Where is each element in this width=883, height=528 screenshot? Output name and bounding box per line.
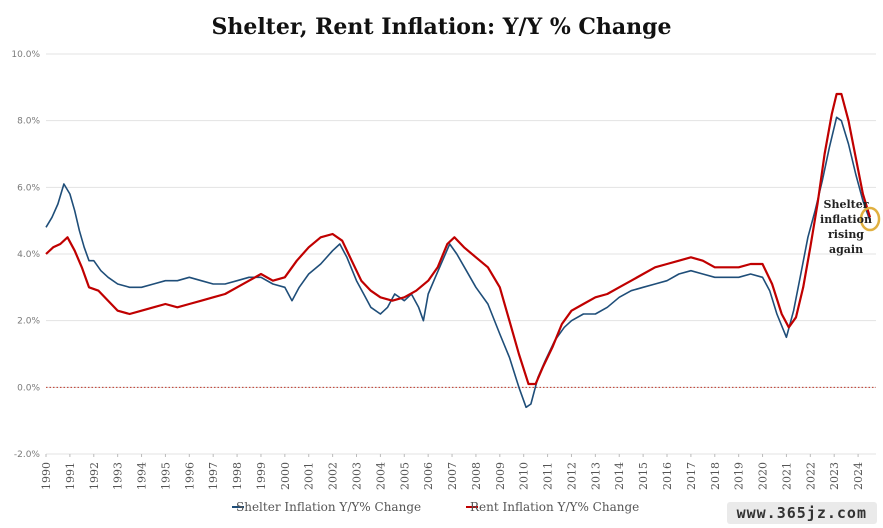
x-tick-label: 1999 <box>255 462 268 490</box>
x-tick-label: 2016 <box>661 462 674 490</box>
y-tick-label: 10.0% <box>11 50 40 60</box>
annotation-line: rising <box>828 228 864 241</box>
x-tick-label: 2003 <box>351 462 364 490</box>
x-tick-label: 2021 <box>780 462 793 490</box>
series-line-rent <box>45 92 872 386</box>
x-tick-label: 2017 <box>685 462 698 490</box>
y-tick-label: 0.0% <box>17 383 40 393</box>
y-tick-label: 8.0% <box>17 117 40 127</box>
x-tick-label: 1995 <box>159 462 172 490</box>
chart-title: Shelter, Rent Inflation: Y/Y % Change <box>211 14 672 40</box>
x-tick-label: 1992 <box>88 462 101 490</box>
grid <box>46 53 876 455</box>
highlight-circle <box>859 206 881 232</box>
x-tick-label: 1996 <box>183 462 196 490</box>
x-tick-label: 1990 <box>40 462 53 490</box>
y-tick-label: -2.0% <box>14 450 41 460</box>
x-tick-label: 2012 <box>565 462 578 490</box>
x-tick-label: 2005 <box>398 462 411 490</box>
x-tick-label: 2014 <box>613 462 626 490</box>
y-tick-label: 6.0% <box>17 183 40 193</box>
x-tick-label: 2019 <box>733 462 746 490</box>
x-tick-label: 1997 <box>207 462 220 490</box>
annotation: Shelter inflation rising again <box>820 198 881 256</box>
x-tick-label: 2018 <box>709 462 722 490</box>
x-tick-label: 2010 <box>518 462 531 490</box>
legend-label: Shelter Inflation Y/Y% Change <box>236 500 421 514</box>
x-tick-label: 2011 <box>542 462 555 490</box>
watermark: www.365jz.com <box>726 502 877 524</box>
x-tick-label: 2009 <box>494 462 507 490</box>
x-tick-label: 2001 <box>303 462 316 490</box>
annotation-line: inflation <box>820 213 872 226</box>
x-tick-label: 2013 <box>589 462 602 490</box>
x-tick-label: 2007 <box>446 462 459 490</box>
x-tick-label: 2008 <box>470 462 483 490</box>
x-tick-label: 2023 <box>828 462 841 490</box>
x-axis: 1990 1991 1992 1993 1994 1995 1996 1997 1998 1999… <box>40 454 865 490</box>
legend: Shelter Inflation Y/Y% Change Rent Inflat… <box>232 500 639 514</box>
series-group <box>45 92 872 409</box>
x-tick-label: 2022 <box>804 462 817 490</box>
legend-label: Rent Inflation Y/Y% Change <box>470 500 639 514</box>
x-tick-label: 2020 <box>757 462 770 490</box>
x-tick-label: 1994 <box>136 462 149 490</box>
x-tick-label: 2024 <box>852 462 865 490</box>
x-tick-label: 1993 <box>112 462 125 490</box>
x-tick-label: 2000 <box>279 462 292 490</box>
x-tick-label: 2006 <box>422 462 435 490</box>
series-line-shelter <box>45 116 871 409</box>
y-tick-label: 2.0% <box>17 317 40 327</box>
y-tick-label: 4.0% <box>17 250 40 260</box>
x-tick-label: 2004 <box>374 462 387 490</box>
y-axis: -2.0% 0.0% 2.0% 4.0% 6.0% 8.0% 10.0% <box>11 50 40 460</box>
x-tick-label: 1998 <box>231 462 244 490</box>
x-tick-label: 2002 <box>327 462 340 490</box>
x-tick-label: 1991 <box>64 462 77 490</box>
x-tick-label: 2015 <box>637 462 650 490</box>
annotation-line: again <box>829 243 863 256</box>
annotation-line: Shelter <box>824 198 869 211</box>
